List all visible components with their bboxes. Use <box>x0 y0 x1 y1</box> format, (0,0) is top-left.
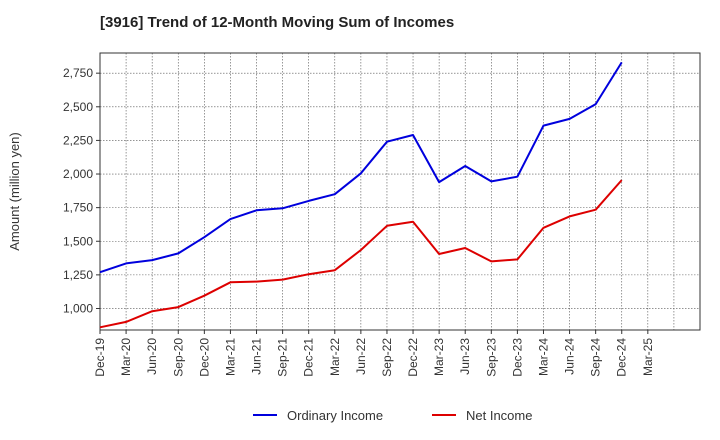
x-tick-label: Dec-24 <box>615 338 629 377</box>
legend-label: Ordinary Income <box>287 408 383 423</box>
y-tick-label: 1,500 <box>63 234 93 248</box>
series-line-ordinary-income <box>99 61 623 274</box>
y-tick-label: 2,750 <box>63 66 93 80</box>
x-tick-label: Sep-20 <box>171 338 185 377</box>
grid <box>100 53 700 330</box>
plot-area-frame <box>99 52 701 331</box>
x-tick-label: Sep-23 <box>484 338 498 377</box>
chart-title: [3916] Trend of 12-Month Moving Sum of I… <box>100 14 455 31</box>
y-tick-label: 1,000 <box>63 301 93 315</box>
y-tick-label: 2,250 <box>63 133 93 147</box>
x-tick-label: Dec-22 <box>406 338 420 377</box>
x-axis-ticks: Dec-19 Mar-20 Jun-20 Sep-20 Dec-20 Mar-21 Jun-… <box>93 330 655 377</box>
x-tick-label: Mar-25 <box>641 338 655 376</box>
x-tick-label: Sep-21 <box>276 338 290 377</box>
x-tick-label: Mar-24 <box>536 338 550 376</box>
x-tick-label: Jun-21 <box>250 338 264 375</box>
x-tick-label: Jun-24 <box>563 338 577 375</box>
x-tick-label: Jun-20 <box>145 338 159 375</box>
x-tick-label: Jun-23 <box>458 338 472 375</box>
x-tick-label: Dec-21 <box>302 338 316 377</box>
y-tick-label: 1,750 <box>63 201 93 215</box>
series-line-net-income <box>99 179 623 329</box>
legend-label: Net Income <box>466 408 532 423</box>
x-tick-label: Mar-20 <box>119 338 133 376</box>
y-tick-label: 2,500 <box>63 100 93 114</box>
x-tick-label: Mar-21 <box>223 338 237 376</box>
x-tick-label: Jun-22 <box>354 338 368 375</box>
x-tick-label: Mar-22 <box>328 338 342 376</box>
y-axis-ticks: 1,000 1,250 1,500 1,750 2,000 2,250 2,500 2,750 <box>63 66 100 315</box>
x-tick-label: Dec-19 <box>93 338 107 377</box>
legend: Ordinary Income Net Income <box>253 408 532 423</box>
x-tick-label: Sep-24 <box>589 338 603 377</box>
y-tick-label: 1,250 <box>63 268 93 282</box>
x-tick-label: Dec-20 <box>197 338 211 377</box>
x-tick-label: Dec-23 <box>510 338 524 377</box>
x-tick-label: Sep-22 <box>380 338 394 377</box>
y-axis-label: Amount (million yen) <box>7 132 22 251</box>
series-lines <box>99 61 623 329</box>
y-tick-label: 2,000 <box>63 167 93 181</box>
x-tick-label: Mar-23 <box>432 338 446 376</box>
